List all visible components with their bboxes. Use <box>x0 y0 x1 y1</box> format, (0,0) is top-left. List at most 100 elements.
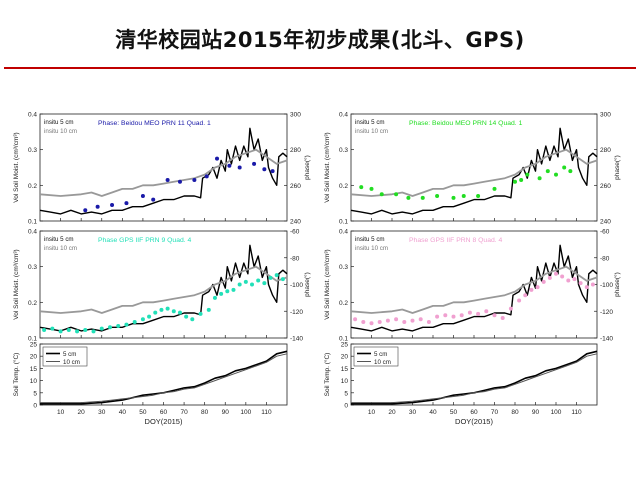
series-line-10cm <box>350 148 598 197</box>
chart-beidou-prn11: 0.1 0.2 0.3 0.4 Vol Soil Moist. (cm³/cm³) 240… <box>13 112 311 226</box>
y-tick-label: 0.3 <box>28 264 37 271</box>
y-right-tick-label: -120 <box>290 309 303 316</box>
data-point <box>461 194 466 199</box>
data-point <box>426 319 431 324</box>
data-point <box>110 202 115 207</box>
x-tick-label: 20 <box>388 409 396 416</box>
data-point <box>554 172 558 177</box>
data-point <box>525 172 530 177</box>
y-tick-label: 10 <box>30 378 38 385</box>
data-point <box>165 177 170 182</box>
y-axis-label: Vol Soil Moist. (cm³/cm³) <box>324 249 331 319</box>
data-point <box>270 169 275 174</box>
x-tick-label: 30 <box>409 409 417 416</box>
legend-label: insitu 10 cm <box>355 128 388 135</box>
data-point <box>225 289 230 294</box>
data-point <box>562 165 567 170</box>
plot-frame <box>350 230 598 339</box>
data-point <box>517 298 522 303</box>
data-point <box>492 186 497 191</box>
data-point <box>476 311 481 316</box>
data-point <box>406 195 411 200</box>
series-line-5cm <box>40 350 288 405</box>
data-point <box>262 281 267 286</box>
data-point <box>83 208 88 213</box>
y-axis-label: Vol Soil Moist. (cm³/cm³) <box>324 132 331 202</box>
y-right-tick-label: -80 <box>600 255 610 262</box>
data-point <box>165 306 170 311</box>
x-axis-label: DOY(2015) <box>145 417 183 426</box>
data-point <box>435 314 440 319</box>
data-point <box>132 319 137 324</box>
chart-soil-temp-left: 0 5 10 15 20 25 Soil Temp. (°C) 10 20 30 40 50 60 70 8… <box>12 342 288 426</box>
x-tick-label: 110 <box>261 409 272 416</box>
data-point <box>151 197 156 202</box>
y-right-tick-label: 240 <box>600 219 611 226</box>
data-point <box>237 282 242 287</box>
data-point <box>359 185 364 190</box>
data-point <box>159 307 164 312</box>
y-right-tick-label: 280 <box>290 147 301 154</box>
x-tick-label: 20 <box>78 409 86 416</box>
y-right-tick-label: 240 <box>290 219 301 226</box>
y-tick-label: 15 <box>30 366 38 373</box>
y-right-tick-label: -60 <box>290 229 300 236</box>
data-point <box>541 279 546 284</box>
x-tick-label: 50 <box>450 409 458 416</box>
y-tick-label: 0.4 <box>339 112 348 119</box>
data-point <box>590 282 595 287</box>
data-point <box>243 279 248 284</box>
phase-annotation: Phase GPS IIF PRN 8 Quad. 4 <box>409 237 503 244</box>
data-point <box>578 281 583 286</box>
data-point <box>237 165 242 170</box>
data-point <box>116 323 121 328</box>
data-point <box>566 278 571 283</box>
data-point <box>153 310 158 315</box>
x-tick-label: 80 <box>511 409 519 416</box>
data-point <box>572 277 577 282</box>
legend-label: 10 cm <box>374 359 391 366</box>
phase-points <box>353 271 595 326</box>
x-tick-label: 110 <box>571 409 582 416</box>
y-right-axis-label: phase(°) <box>613 272 621 297</box>
chart-gps-prn9: 0.1 0.2 0.3 0.4 Vol Soil Moist. (cm³/cm³) -14… <box>13 229 311 343</box>
y-right-tick-label: -140 <box>290 336 303 343</box>
chart-beidou-prn14: 0.1 0.2 0.3 0.4 Vol Soil Moist. (cm³/cm³) 240… <box>324 112 621 226</box>
y-tick-label: 15 <box>341 366 349 373</box>
y-axis-label: Vol Soil Moist. (cm³/cm³) <box>13 249 20 319</box>
x-tick-label: 60 <box>470 409 478 416</box>
data-point <box>394 192 399 197</box>
legend: insitu 5 cm insitu 10 cm <box>355 119 388 135</box>
series-line-10cm <box>39 265 288 314</box>
data-point <box>206 307 211 312</box>
data-point <box>377 319 382 324</box>
data-point <box>369 186 374 191</box>
y-right-tick-label: 260 <box>290 183 301 190</box>
y-tick-label: 0.4 <box>339 229 348 236</box>
phase-points <box>42 273 285 334</box>
x-axis-label: DOY(2015) <box>455 417 493 426</box>
data-point <box>451 195 456 200</box>
x-tick-label: 60 <box>160 409 168 416</box>
data-point <box>58 329 63 334</box>
data-point <box>513 179 517 184</box>
data-point <box>250 282 255 287</box>
series-line-10cm <box>40 353 288 404</box>
legend-label: 10 cm <box>63 359 80 366</box>
y-axis-label: Soil Temp. (°C) <box>12 353 20 397</box>
y-right-axis-label: phase(°) <box>303 272 311 297</box>
data-point <box>523 293 528 298</box>
legend: insitu 5 cm insitu 10 cm <box>44 119 77 135</box>
y-tick-label: 0.3 <box>339 147 348 154</box>
y-axis-label: Soil Temp. (°C) <box>323 353 331 397</box>
chart-soil-temp-right: 0 5 10 15 20 25 Soil Temp. (°C) 10 20 30 40 50 60 70 8… <box>323 342 598 426</box>
x-tick-label: 50 <box>139 409 147 416</box>
y-tick-label: 0 <box>33 403 37 410</box>
data-point <box>451 314 456 319</box>
y-tick-label: 20 <box>30 354 38 361</box>
data-point <box>252 161 257 166</box>
data-point <box>192 177 197 182</box>
